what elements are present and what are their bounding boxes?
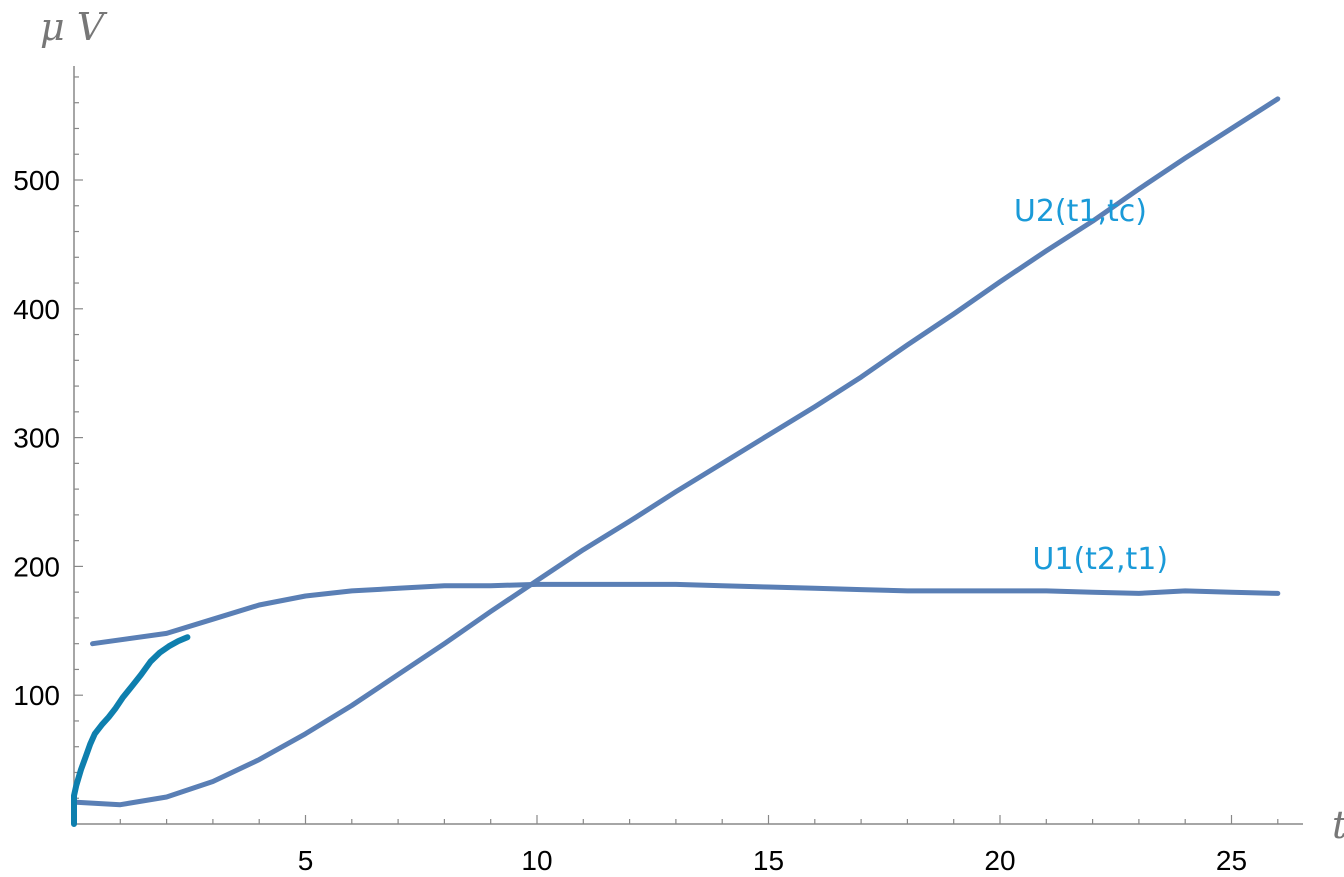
y-tick-label: 300 bbox=[13, 423, 60, 454]
tick-marks bbox=[74, 76, 1279, 824]
x-axis-title: t bbox=[1332, 803, 1344, 847]
y-tick-label: 200 bbox=[13, 551, 60, 582]
x-tick-label: 5 bbox=[298, 845, 314, 876]
x-tick-label: 10 bbox=[521, 845, 552, 876]
series-line-1 bbox=[71, 96, 1281, 808]
series-labels: U2(t1,tc) U1(t2,t1) bbox=[1014, 194, 1168, 577]
x-tick-label: 25 bbox=[1216, 845, 1247, 876]
series-label-2: U1(t2,t1) bbox=[1032, 542, 1168, 577]
series-line-2 bbox=[90, 581, 1281, 647]
y-tick-label: 400 bbox=[13, 294, 60, 325]
series-line-early bbox=[71, 634, 191, 827]
x-tick-label: 20 bbox=[984, 845, 1015, 876]
y-tick-label: 500 bbox=[13, 165, 60, 196]
series-lines bbox=[71, 96, 1281, 827]
series-label-1: U2(t1,tc) bbox=[1014, 194, 1147, 229]
y-tick-label: 100 bbox=[13, 680, 60, 711]
x-tick-label: 15 bbox=[753, 845, 784, 876]
tick-labels: 5 10 15 20 25 100 200 300 400 500 bbox=[13, 165, 1247, 876]
y-axis-title: μ V bbox=[40, 5, 108, 49]
axes bbox=[73, 66, 1303, 825]
